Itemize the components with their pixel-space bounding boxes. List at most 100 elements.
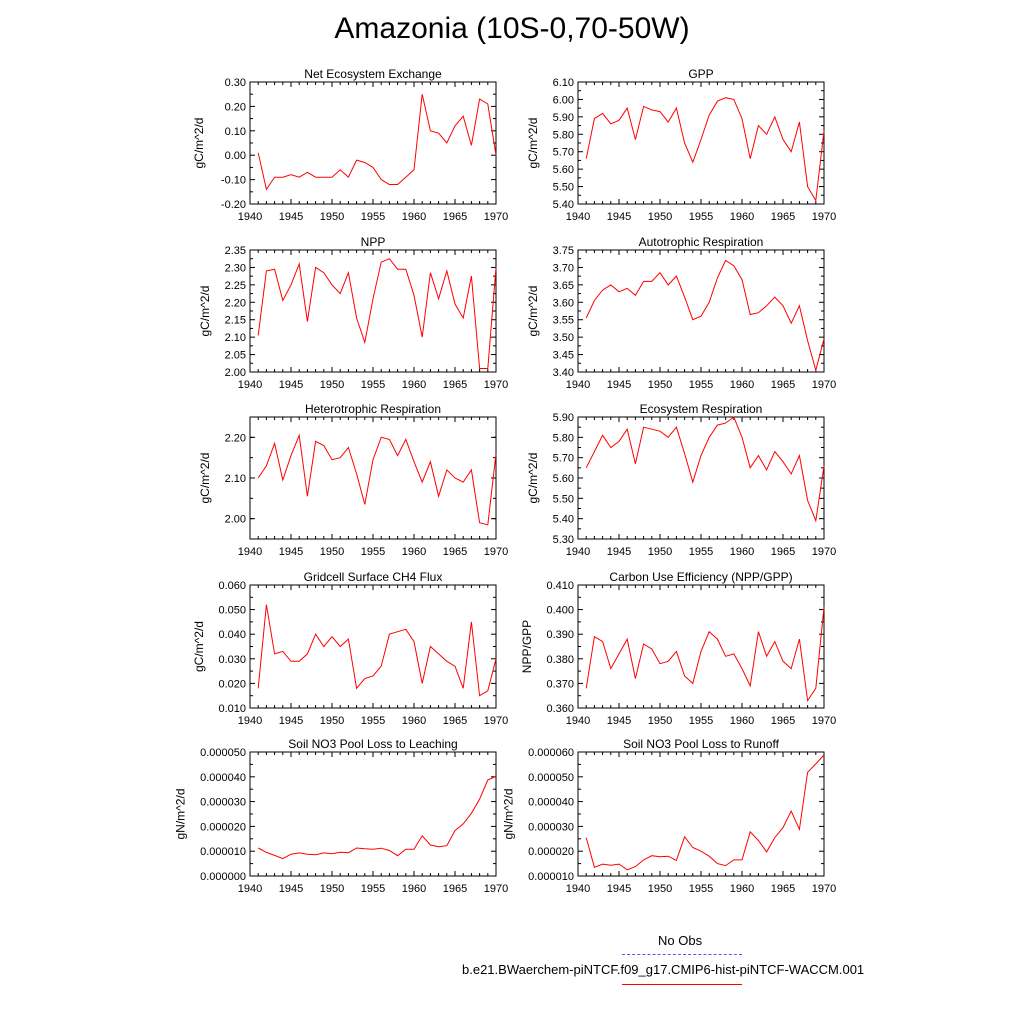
panel-title: Soil NO3 Pool Loss to Runoff — [623, 737, 780, 751]
x-tick-label: 1950 — [648, 715, 672, 727]
x-tick-label: 1960 — [402, 379, 426, 391]
y-tick-label: 2.35 — [225, 245, 246, 257]
x-tick-label: 1940 — [566, 546, 590, 558]
x-tick-label: 1965 — [771, 379, 795, 391]
x-tick-label: 1945 — [607, 883, 631, 895]
y-tick-label: 0.20 — [225, 101, 246, 113]
y-tick-label: 0.060 — [218, 580, 246, 592]
x-tick-label: 1940 — [238, 546, 262, 558]
x-tick-label: 1945 — [607, 379, 631, 391]
x-tick-label: 1940 — [566, 715, 590, 727]
plot-frame — [577, 416, 825, 540]
y-tick-label: 2.25 — [225, 280, 246, 292]
y-tick-label: 0.30 — [225, 77, 246, 89]
y-tick-label: 0.000000 — [200, 871, 246, 883]
y-tick-label: 0.410 — [546, 580, 574, 592]
legend-obs-line — [622, 954, 742, 955]
x-tick-label: 1955 — [689, 379, 713, 391]
x-tick-label: 1960 — [402, 715, 426, 727]
y-tick-label: 0.000050 — [528, 772, 574, 784]
x-tick-label: 1965 — [771, 546, 795, 558]
panel-title: GPP — [688, 67, 713, 81]
series-line — [585, 416, 825, 523]
x-tick-label: 1960 — [402, 883, 426, 895]
x-tick-label: 1950 — [320, 715, 344, 727]
legend-model-line — [622, 984, 742, 985]
x-tick-label: 1945 — [279, 715, 303, 727]
x-tick-label: 1955 — [361, 211, 385, 223]
panel-title: Gridcell Surface CH4 Flux — [304, 570, 443, 584]
chart-panel-6: 1940 1945 1950 1955 1960 1965 1970 0.010 0.020 0.… — [192, 570, 508, 727]
y-tick-label: 5.60 — [553, 473, 574, 485]
x-tick-label: 1955 — [361, 883, 385, 895]
x-tick-label: 1965 — [771, 211, 795, 223]
y-tick-label: 0.000030 — [200, 797, 246, 809]
x-tick-label: 1940 — [238, 883, 262, 895]
chart-panel-1: 1940 1945 1950 1955 1960 1965 1970 5.40 5.50 5.60… — [526, 67, 836, 223]
y-tick-label: 0.010 — [218, 703, 246, 715]
series-line — [585, 259, 825, 373]
y-tick-label: 0.380 — [546, 654, 574, 666]
series-line — [585, 97, 825, 203]
y-axis-label: gC/m^2/d — [198, 453, 212, 504]
x-tick-label: 1955 — [689, 546, 713, 558]
y-tick-label: 5.70 — [553, 147, 574, 159]
legend-obs-label: No Obs — [658, 933, 703, 948]
x-tick-label: 1940 — [566, 379, 590, 391]
y-tick-label: 0.000030 — [528, 821, 574, 833]
y-tick-label: 2.10 — [225, 332, 246, 344]
x-tick-label: 1970 — [484, 546, 508, 558]
page-title: Amazonia (10S-0,70-50W) — [334, 12, 690, 45]
x-tick-label: 1970 — [812, 211, 836, 223]
y-tick-label: 3.65 — [553, 280, 574, 292]
y-axis-label: gC/m^2/d — [526, 286, 540, 337]
y-tick-label: 5.50 — [553, 493, 574, 505]
y-tick-label: 0.000020 — [200, 821, 246, 833]
x-tick-label: 1955 — [689, 883, 713, 895]
y-tick-label: 5.50 — [553, 182, 574, 194]
x-tick-label: 1960 — [402, 211, 426, 223]
y-tick-label: -0.20 — [221, 199, 246, 211]
y-tick-label: 3.50 — [553, 332, 574, 344]
panel-title: Ecosystem Respiration — [640, 402, 763, 416]
series-line — [257, 604, 497, 697]
y-tick-label: 5.40 — [553, 199, 574, 211]
y-tick-label: 5.80 — [553, 129, 574, 141]
x-tick-label: 1955 — [689, 211, 713, 223]
series-line — [257, 258, 497, 369]
y-tick-label: 3.45 — [553, 350, 574, 362]
x-tick-label: 1945 — [279, 379, 303, 391]
series-line — [257, 94, 497, 191]
panel-title: Soil NO3 Pool Loss to Leaching — [288, 737, 457, 751]
x-tick-label: 1965 — [443, 883, 467, 895]
y-tick-label: 5.40 — [553, 514, 574, 526]
y-axis-label: gN/m^2/d — [173, 789, 187, 840]
y-tick-label: 3.40 — [553, 367, 574, 379]
chart-panel-8: 1940 1945 1950 1955 1960 1965 1970 0.000000 0.00… — [173, 737, 508, 895]
y-tick-label: 6.10 — [553, 77, 574, 89]
panel-title: Carbon Use Efficiency (NPP/GPP) — [609, 570, 792, 584]
series-line — [585, 607, 825, 702]
x-tick-label: 1965 — [771, 883, 795, 895]
y-tick-label: 0.040 — [218, 629, 246, 641]
x-tick-label: 1955 — [689, 715, 713, 727]
legend-model-label: b.e21.BWaerchem-piNTCF.f09_g17.CMIP6-his… — [462, 962, 865, 977]
y-tick-label: 2.05 — [225, 350, 246, 362]
y-tick-label: 0.10 — [225, 126, 246, 138]
x-tick-label: 1960 — [730, 883, 754, 895]
y-tick-label: 2.30 — [225, 262, 246, 274]
y-tick-label: 3.75 — [553, 245, 574, 257]
x-tick-label: 1965 — [443, 715, 467, 727]
y-tick-label: 0.000040 — [200, 772, 246, 784]
y-tick-label: -0.10 — [221, 175, 246, 187]
y-tick-label: 0.400 — [546, 605, 574, 617]
x-tick-label: 1945 — [607, 211, 631, 223]
x-tick-label: 1940 — [566, 883, 590, 895]
x-tick-label: 1970 — [812, 715, 836, 727]
x-tick-label: 1970 — [484, 379, 508, 391]
x-tick-label: 1940 — [238, 379, 262, 391]
x-tick-label: 1940 — [238, 211, 262, 223]
y-tick-label: 0.360 — [546, 703, 574, 715]
x-tick-label: 1970 — [484, 883, 508, 895]
